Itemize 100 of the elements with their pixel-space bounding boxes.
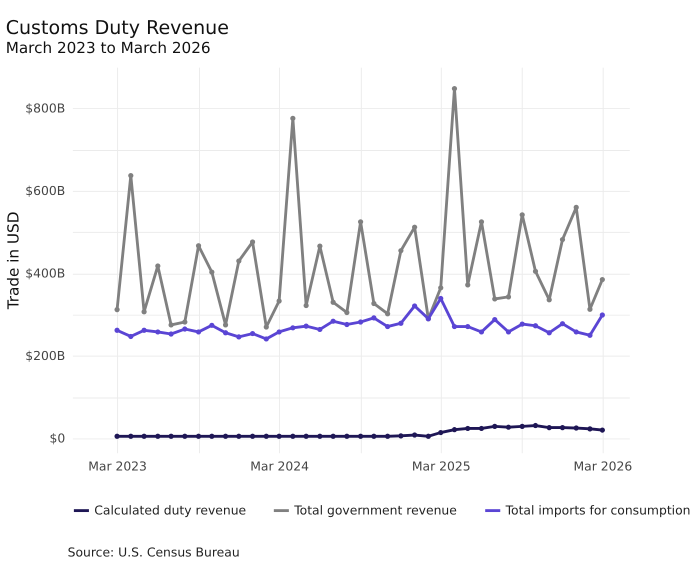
- point: [114, 307, 120, 312]
- point: [384, 324, 390, 330]
- point: [560, 425, 566, 430]
- y-tick-label: $200B: [25, 349, 66, 364]
- point: [128, 173, 134, 178]
- point: [264, 336, 269, 342]
- point: [412, 432, 418, 438]
- point: [478, 219, 484, 224]
- point: [384, 434, 390, 439]
- point: [358, 319, 364, 325]
- point: [114, 328, 120, 333]
- point: [506, 329, 512, 335]
- chart-subtitle: March 2023 to March 2026: [6, 38, 211, 57]
- point: [560, 321, 566, 326]
- point: [438, 285, 444, 290]
- point: [506, 294, 512, 300]
- point: [492, 316, 498, 322]
- point: [532, 422, 538, 428]
- point: [250, 434, 256, 439]
- point: [452, 324, 458, 330]
- point: [330, 318, 336, 324]
- legend-label: Total imports for consumption: [504, 503, 690, 518]
- point: [290, 434, 296, 439]
- chart-title: Customs Duty Revenue: [6, 16, 229, 39]
- point: [520, 424, 525, 429]
- point: [426, 434, 431, 439]
- point: [317, 326, 322, 332]
- y-tick-label: $400B: [25, 266, 66, 281]
- point: [546, 330, 552, 336]
- point: [574, 425, 579, 431]
- point: [182, 326, 188, 332]
- point: [141, 328, 147, 333]
- point: [168, 434, 174, 439]
- point: [276, 434, 282, 439]
- point: [196, 243, 202, 248]
- x-tick-label: Mar 2026: [573, 459, 632, 474]
- point: [371, 315, 376, 321]
- point: [168, 322, 174, 328]
- point: [222, 330, 228, 336]
- point: [141, 434, 147, 439]
- legend-label: Calculated duty revenue: [94, 503, 246, 518]
- point: [506, 424, 512, 430]
- point: [290, 116, 296, 121]
- point: [371, 300, 376, 306]
- point: [452, 86, 458, 92]
- point: [276, 298, 282, 304]
- point: [574, 204, 579, 210]
- point: [196, 434, 202, 439]
- point: [317, 434, 322, 439]
- point: [330, 434, 336, 439]
- point: [478, 329, 484, 335]
- point: [587, 426, 593, 432]
- y-tick-label: $800B: [25, 102, 66, 116]
- point: [222, 434, 228, 439]
- point: [250, 330, 256, 336]
- point: [209, 322, 214, 328]
- point: [560, 236, 566, 242]
- point: [358, 434, 364, 439]
- point: [330, 300, 336, 305]
- point: [465, 426, 470, 432]
- point: [236, 334, 242, 340]
- point: [371, 434, 376, 439]
- point: [182, 434, 188, 439]
- point: [478, 426, 484, 432]
- point: [209, 434, 214, 439]
- point: [546, 425, 552, 430]
- y-tick-label: $0: [49, 432, 66, 446]
- y-tick-label: $600B: [25, 184, 66, 198]
- point: [128, 434, 134, 439]
- point: [532, 268, 538, 274]
- point: [465, 324, 470, 330]
- point: [520, 321, 525, 327]
- point: [304, 434, 309, 439]
- x-tick-label: Mar 2023: [88, 459, 147, 474]
- point: [290, 325, 296, 330]
- point: [492, 296, 498, 302]
- point: [532, 323, 538, 328]
- point: [276, 329, 282, 335]
- point: [344, 434, 350, 439]
- legend-label: Total government revenue: [293, 503, 457, 518]
- point: [168, 331, 174, 337]
- point: [155, 329, 160, 335]
- point: [492, 424, 498, 429]
- point: [600, 312, 605, 318]
- point: [236, 258, 242, 264]
- point: [182, 319, 188, 325]
- point: [358, 219, 364, 224]
- x-tick-label: Mar 2024: [250, 459, 310, 474]
- point: [412, 224, 418, 230]
- point: [520, 212, 525, 218]
- point: [465, 282, 470, 288]
- point: [344, 322, 350, 328]
- point: [398, 433, 404, 438]
- point: [196, 329, 202, 335]
- point: [398, 248, 404, 254]
- point: [438, 430, 444, 436]
- point: [384, 311, 390, 316]
- source-note: Source: U.S. Census Bureau: [68, 546, 240, 560]
- point: [128, 334, 134, 340]
- point: [600, 427, 605, 433]
